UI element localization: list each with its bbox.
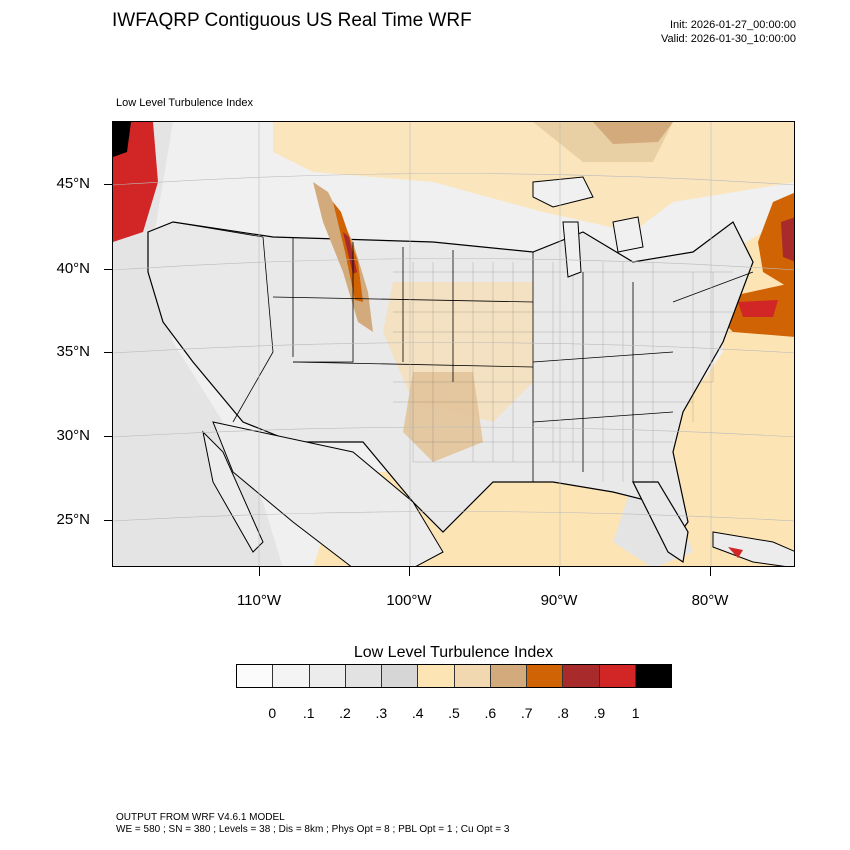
field-label: Low Level Turbulence Index — [116, 97, 253, 109]
lon-label-80w: 80°W — [691, 592, 729, 609]
init-time: Init: 2026-01-27_00:00:00 — [670, 19, 796, 31]
lat-tick — [104, 352, 112, 353]
mexico — [212, 421, 444, 566]
colorbar-swatch — [599, 665, 636, 687]
lat-label-45n: 45°N — [56, 175, 90, 192]
footer-config-line: WE = 580 ; SN = 380 ; Levels = 38 ; Dis … — [116, 824, 510, 835]
colorbar-tick-label: .1 — [302, 705, 315, 721]
lon-tick — [259, 567, 260, 576]
colorbar-tick-label: .9 — [593, 705, 606, 721]
cuba — [712, 531, 794, 566]
colorbar-swatch — [237, 665, 274, 687]
pacific-black-patch — [113, 122, 131, 157]
lon-label-110w: 110°W — [236, 592, 282, 609]
colorbar-tick-label: .8 — [557, 705, 569, 721]
colorbar-tick-label: 0 — [268, 705, 277, 721]
canada-region — [273, 122, 794, 232]
colorbar-tick-label: 1 — [631, 705, 640, 721]
lat-tick — [104, 436, 112, 437]
lake-huron — [612, 216, 644, 253]
florida — [632, 481, 689, 564]
lat-tick — [104, 520, 112, 521]
atlantic-orange-patch — [758, 192, 794, 291]
colorbar-tick-label: .5 — [448, 705, 460, 721]
atlantic-red-patch-2 — [738, 300, 778, 317]
canada-brown-patch — [593, 122, 673, 144]
colorbar-tick-label: .6 — [484, 705, 497, 721]
colorbar-tick-label: .7 — [520, 705, 533, 721]
colorbar-swatch — [273, 665, 310, 687]
lat-label-35n: 35°N — [56, 343, 90, 360]
lon-label-90w: 90°W — [540, 592, 578, 609]
lon-tick — [710, 567, 711, 576]
lat-label-40n: 40°N — [56, 260, 90, 277]
lat-tick — [104, 269, 112, 270]
lat-label-25n: 25°N — [56, 511, 90, 528]
lon-tick — [559, 567, 560, 576]
lat-label-30n: 30°N — [56, 427, 90, 444]
footer-model-line: OUTPUT FROM WRF V4.6.1 MODEL — [116, 812, 285, 823]
graticule — [113, 122, 794, 566]
colorbar-tick-label: .2 — [339, 705, 351, 721]
colorbar-swatch — [454, 665, 491, 687]
county-borders — [393, 262, 733, 502]
colorbar-tick-label: .4 — [411, 705, 424, 721]
colorbar-swatch — [635, 665, 671, 687]
lat-tick — [104, 184, 112, 185]
caribbean-red-patch — [728, 547, 743, 558]
map-canvas — [113, 122, 794, 566]
colorbar-swatch — [309, 665, 346, 687]
pacific-ocean — [113, 122, 283, 566]
colorbar-swatch — [563, 665, 600, 687]
lake-michigan — [562, 221, 582, 278]
colorbar-swatch — [527, 665, 564, 687]
colorbar-swatch — [345, 665, 382, 687]
colorbar-swatch — [382, 665, 419, 687]
valid-time: Valid: 2026-01-30_10:00:00 — [661, 33, 796, 45]
colorbar-swatch — [418, 665, 455, 687]
lon-label-100w: 100°W — [386, 592, 432, 609]
rockies-red-streak — [343, 232, 357, 274]
colorbar-tick-label: .3 — [375, 705, 388, 721]
texas-tan-patch — [403, 372, 483, 462]
baja-california — [202, 430, 264, 553]
atlantic-red-patch — [781, 217, 794, 262]
map-panel — [112, 121, 795, 567]
legend-title: Low Level Turbulence Index — [353, 644, 554, 661]
colorbar — [236, 664, 672, 688]
colorbar-swatch — [490, 665, 527, 687]
lake-superior — [532, 176, 594, 208]
lon-tick — [409, 567, 410, 576]
plot-title: IWFAQRP Contiguous US Real Time WRF — [112, 10, 472, 31]
